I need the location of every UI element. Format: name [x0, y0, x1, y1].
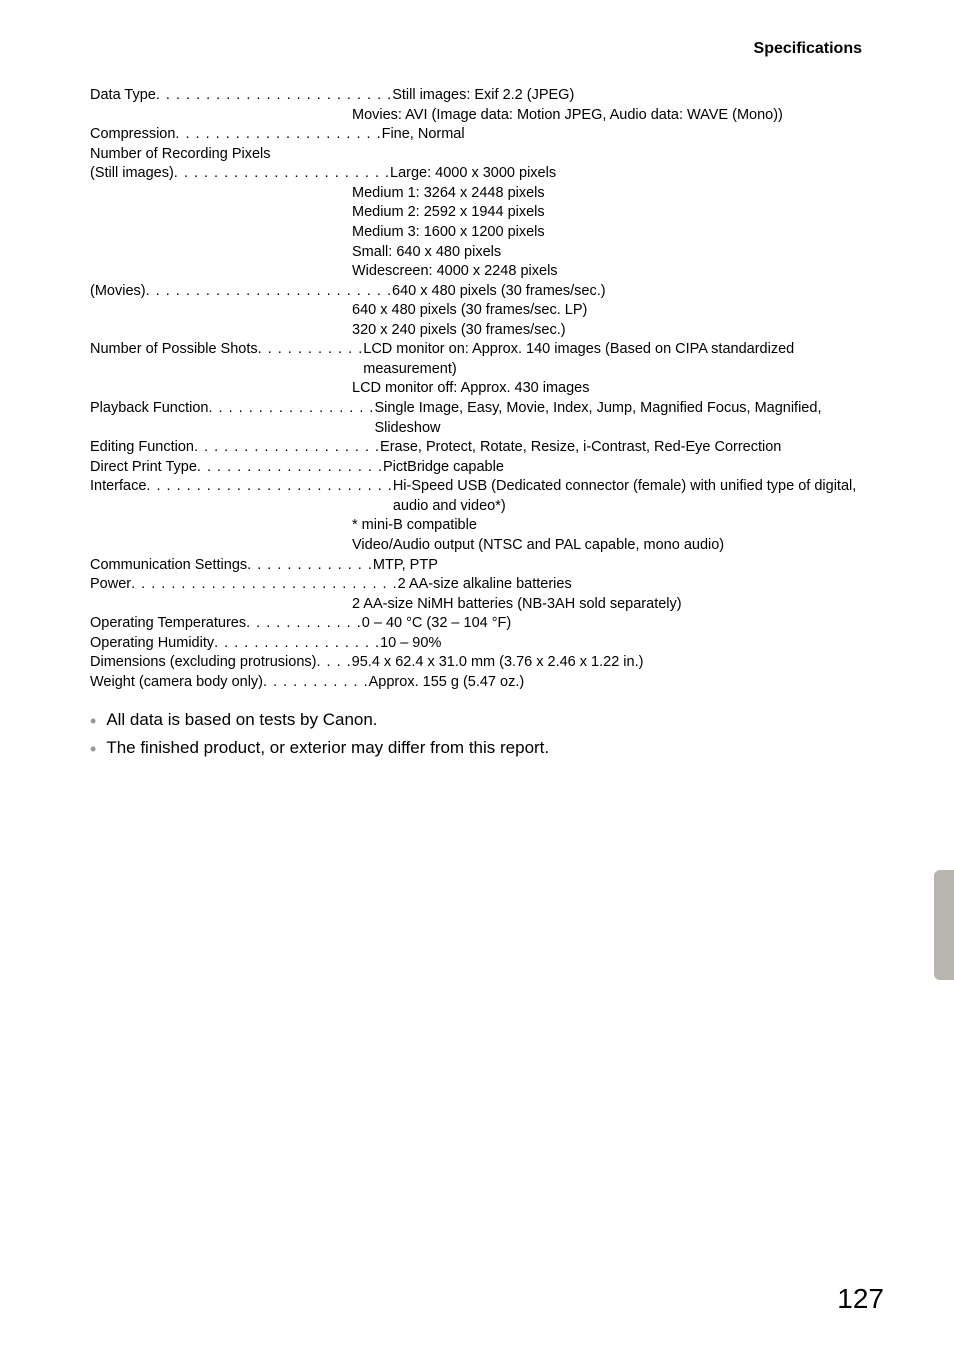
leader-dots: . . . . . . . . . . . .: [246, 614, 362, 634]
spec-row: Operating Humidity. . . . . . . . . . . …: [90, 634, 874, 654]
spec-value-cont: * mini-B compatible: [90, 516, 874, 536]
leader-dots: . . . . . . . . . . . . . . . . . . . . …: [174, 164, 390, 184]
spec-value: Single Image, Easy, Movie, Index, Jump, …: [374, 399, 874, 438]
spec-label: Direct Print Type: [90, 458, 197, 478]
spec-row: Editing Function . . . . . . . . . . . .…: [90, 438, 874, 458]
spec-value: Still images: Exif 2.2 (JPEG): [392, 86, 874, 106]
leader-dots: . . . . . . . . . . .: [258, 340, 364, 360]
spec-value: 0 – 40 °C (32 – 104 °F): [362, 614, 874, 634]
spec-label: Weight (camera body only): [90, 673, 263, 693]
spec-value: Fine, Normal: [382, 125, 874, 145]
spec-label: Number of Recording Pixels: [90, 145, 271, 165]
spec-row: Communication Settings. . . . . . . . . …: [90, 556, 874, 576]
spec-label: (Movies): [90, 282, 146, 302]
leader-dots: . . . . . . . . . . . . . . . . . . . . …: [156, 86, 392, 106]
spec-value-cont: Video/Audio output (NTSC and PAL capable…: [90, 536, 874, 556]
note-text: The finished product, or exterior may di…: [106, 738, 549, 758]
spec-value: 640 x 480 pixels (30 frames/sec.): [392, 282, 874, 302]
note-text: All data is based on tests by Canon.: [106, 710, 377, 730]
spec-label: Playback Function: [90, 399, 208, 419]
spec-label: Data Type: [90, 86, 156, 106]
leader-dots: . . . . . . . . . . . . . . . . .: [214, 634, 380, 654]
leader-dots: . . . .: [316, 653, 351, 673]
spec-value: 95.4 x 62.4 x 31.0 mm (3.76 x 2.46 x 1.2…: [352, 653, 874, 673]
leader-dots: . . . . . . . . . . .: [263, 673, 369, 693]
spec-value-cont: Movies: AVI (Image data: Motion JPEG, Au…: [90, 106, 874, 126]
spec-row: Operating Temperatures . . . . . . . . .…: [90, 614, 874, 634]
leader-dots: . . . . . . . . . . . . . . . . . . . . …: [131, 575, 398, 595]
spec-row: (Movies) . . . . . . . . . . . . . . . .…: [90, 282, 874, 302]
spec-row: Compression . . . . . . . . . . . . . . …: [90, 125, 874, 145]
section-title: Specifications: [90, 40, 874, 58]
side-tab: [934, 870, 954, 980]
bullet-icon: •: [90, 738, 96, 761]
spec-value-cont: 320 x 240 pixels (30 frames/sec.): [90, 321, 874, 341]
spec-label: Operating Temperatures: [90, 614, 246, 634]
leader-dots: . . . . . . . . . . . . . . . . . . .: [194, 438, 380, 458]
spec-label: Communication Settings: [90, 556, 247, 576]
spec-value: MTP, PTP: [373, 556, 874, 576]
spec-label: Dimensions (excluding protrusions): [90, 653, 316, 673]
spec-row: Number of Possible Shots . . . . . . . .…: [90, 340, 874, 379]
spec-label: Number of Possible Shots: [90, 340, 258, 360]
spec-value: PictBridge capable: [383, 458, 874, 478]
spec-value-cont: LCD monitor off: Approx. 430 images: [90, 379, 874, 399]
spec-value-cont: Medium 1: 3264 x 2448 pixels: [90, 184, 874, 204]
spec-list: Data Type. . . . . . . . . . . . . . . .…: [90, 86, 874, 692]
spec-row: Weight (camera body only). . . . . . . .…: [90, 673, 874, 693]
spec-label: Interface: [90, 477, 146, 497]
spec-row: Data Type. . . . . . . . . . . . . . . .…: [90, 86, 874, 106]
spec-value: LCD monitor on: Approx. 140 images (Base…: [363, 340, 874, 379]
spec-row: Interface . . . . . . . . . . . . . . . …: [90, 477, 874, 516]
note-row: • All data is based on tests by Canon.: [90, 710, 874, 733]
spec-value-cont: Widescreen: 4000 x 2248 pixels: [90, 262, 874, 282]
spec-label: Editing Function: [90, 438, 194, 458]
bullet-icon: •: [90, 710, 96, 733]
spec-row: Direct Print Type. . . . . . . . . . . .…: [90, 458, 874, 478]
leader-dots: . . . . . . . . . . . . .: [247, 556, 373, 576]
spec-value: Approx. 155 g (5.47 oz.): [369, 673, 874, 693]
page-number: 127: [837, 1283, 884, 1315]
spec-value: Erase, Protect, Rotate, Resize, i-Contra…: [380, 438, 874, 458]
spec-value-cont: 2 AA-size NiMH batteries (NB-3AH sold se…: [90, 595, 874, 615]
spec-value-cont: 640 x 480 pixels (30 frames/sec. LP): [90, 301, 874, 321]
spec-value: 2 AA-size alkaline batteries: [398, 575, 874, 595]
spec-value-cont: Small: 640 x 480 pixels: [90, 243, 874, 263]
notes-block: • All data is based on tests by Canon. • Th…: [90, 710, 874, 761]
spec-label: Operating Humidity: [90, 634, 214, 654]
spec-label: Power: [90, 575, 131, 595]
spec-row: Dimensions (excluding protrusions) . . .…: [90, 653, 874, 673]
spec-row: Playback Function . . . . . . . . . . . …: [90, 399, 874, 438]
leader-dots: . . . . . . . . . . . . . . . . .: [208, 399, 374, 419]
leader-dots: . . . . . . . . . . . . . . . . . . . . …: [146, 282, 392, 302]
leader-dots: . . . . . . . . . . . . . . . . . . . . …: [146, 477, 392, 497]
spec-value: 10 – 90%: [380, 634, 874, 654]
spec-row: Power . . . . . . . . . . . . . . . . . …: [90, 575, 874, 595]
leader-dots: . . . . . . . . . . . . . . . . . . . . …: [175, 125, 381, 145]
spec-row: Number of Recording Pixels: [90, 145, 874, 165]
spec-label: Compression: [90, 125, 175, 145]
spec-row: (Still images). . . . . . . . . . . . . …: [90, 164, 874, 184]
spec-value: Hi-Speed USB (Dedicated connector (femal…: [393, 477, 874, 516]
note-row: • The finished product, or exterior may d…: [90, 738, 874, 761]
spec-label: (Still images): [90, 164, 174, 184]
spec-value-cont: Medium 3: 1600 x 1200 pixels: [90, 223, 874, 243]
spec-value: Large: 4000 x 3000 pixels: [390, 164, 874, 184]
leader-dots: . . . . . . . . . . . . . . . . . . .: [197, 458, 383, 478]
spec-value-cont: Medium 2: 2592 x 1944 pixels: [90, 203, 874, 223]
